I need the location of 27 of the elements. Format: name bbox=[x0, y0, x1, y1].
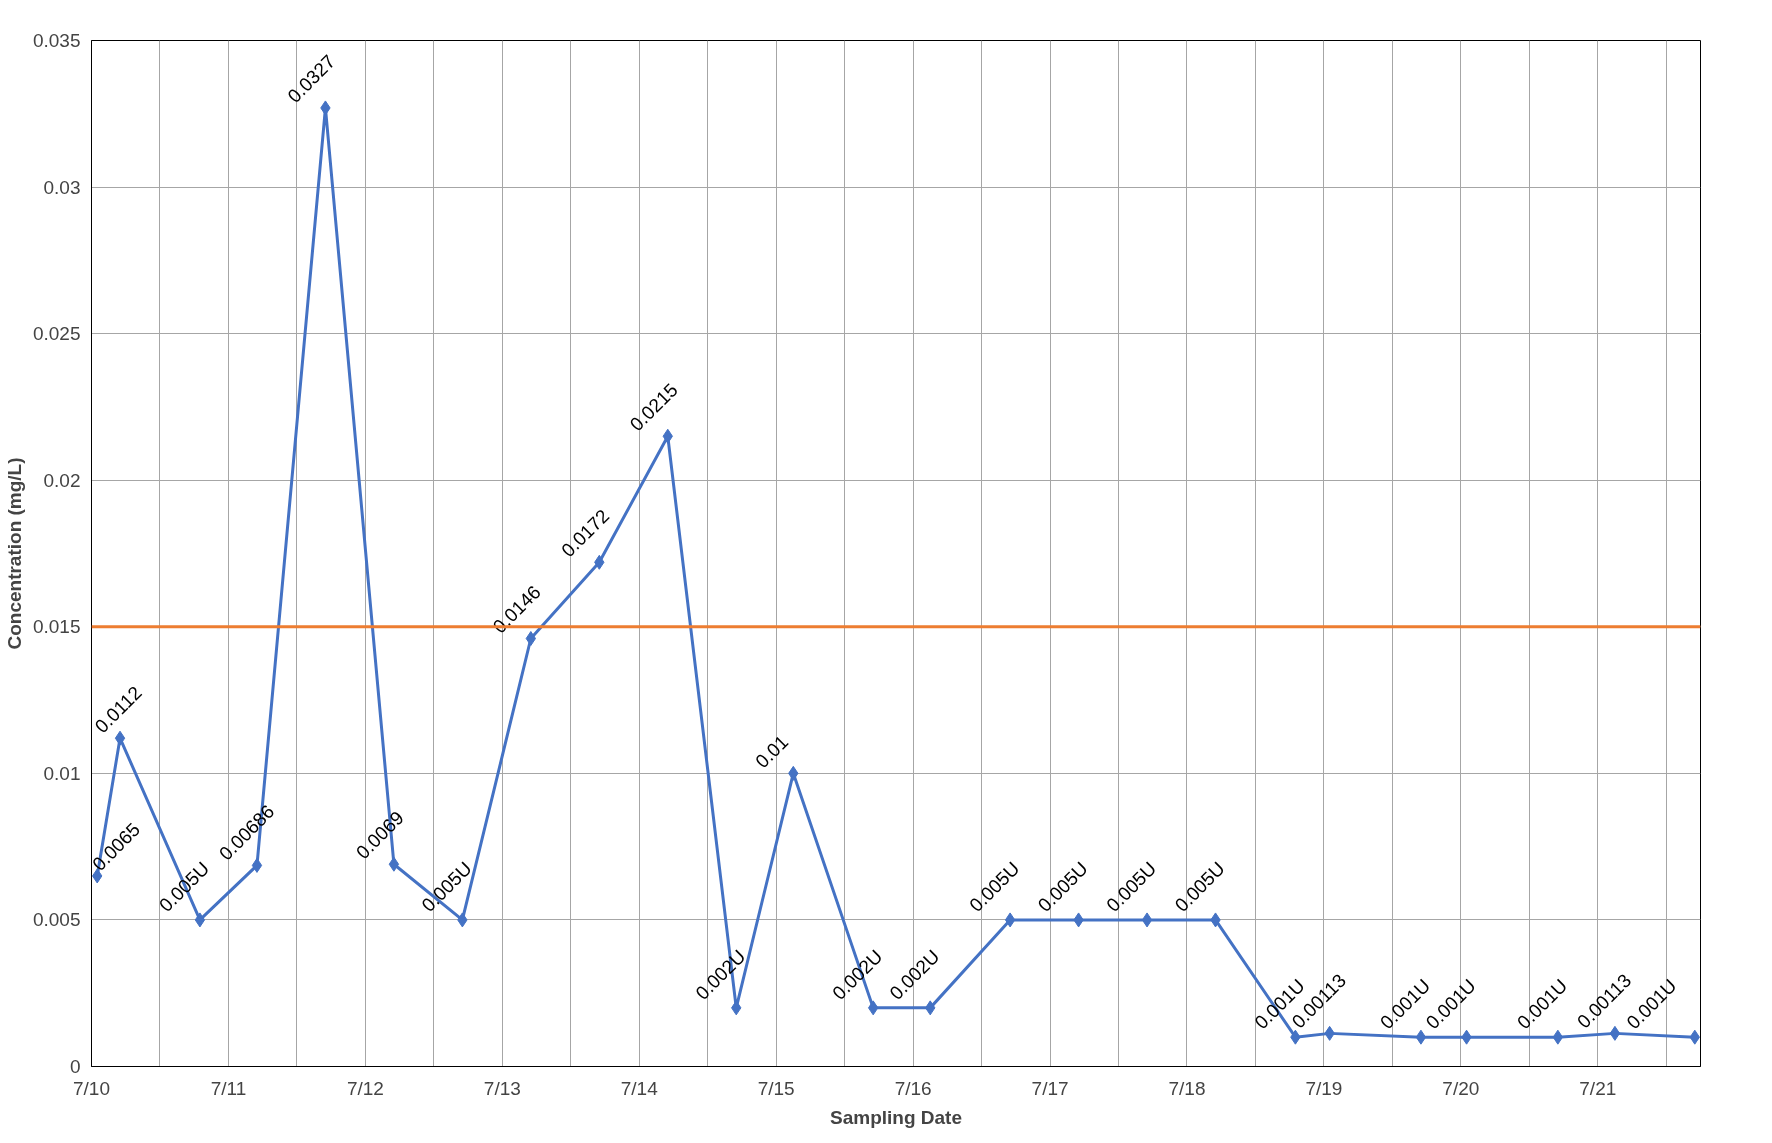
x-tick-label: 7/15 bbox=[757, 1077, 795, 1099]
point bbox=[1415, 1029, 1427, 1045]
y-tick-label: 0.03 bbox=[43, 176, 81, 198]
point bbox=[1552, 1029, 1564, 1045]
x-tick-label: 7/14 bbox=[620, 1077, 659, 1099]
x-tick-label: 7/19 bbox=[1305, 1077, 1343, 1099]
x-tick-label: 7/11 bbox=[210, 1077, 247, 1099]
point bbox=[1141, 912, 1153, 928]
x-tick-label: 7/16 bbox=[894, 1077, 932, 1099]
x-tick-label: 7/18 bbox=[1168, 1077, 1206, 1099]
y-tick-label: 0.015 bbox=[32, 616, 81, 638]
x-tick-label: 7/21 bbox=[1579, 1077, 1617, 1099]
x-tick-label: 7/17 bbox=[1031, 1077, 1069, 1099]
x-axis-title: Sampling Date bbox=[830, 1106, 962, 1128]
data-label: 0.01 bbox=[751, 731, 793, 773]
y-tick-label: 0.01 bbox=[43, 762, 81, 784]
x-tick-label: 7/12 bbox=[346, 1077, 384, 1099]
y-axis-title: Concentration (mg/L) bbox=[3, 457, 25, 650]
y-tick-label: 0.02 bbox=[43, 469, 81, 491]
point bbox=[1004, 912, 1016, 928]
y-tick-label: 0.005 bbox=[32, 909, 81, 931]
y-tick-label: 0.025 bbox=[32, 323, 81, 345]
y-tick-label: 0 bbox=[69, 1056, 81, 1077]
x-tick-label: 7/20 bbox=[1442, 1077, 1480, 1099]
x-tick-label: 7/10 bbox=[73, 1077, 110, 1099]
x-tick-label: 7/13 bbox=[483, 1077, 521, 1099]
y-tick-label: 0.035 bbox=[32, 30, 81, 51]
